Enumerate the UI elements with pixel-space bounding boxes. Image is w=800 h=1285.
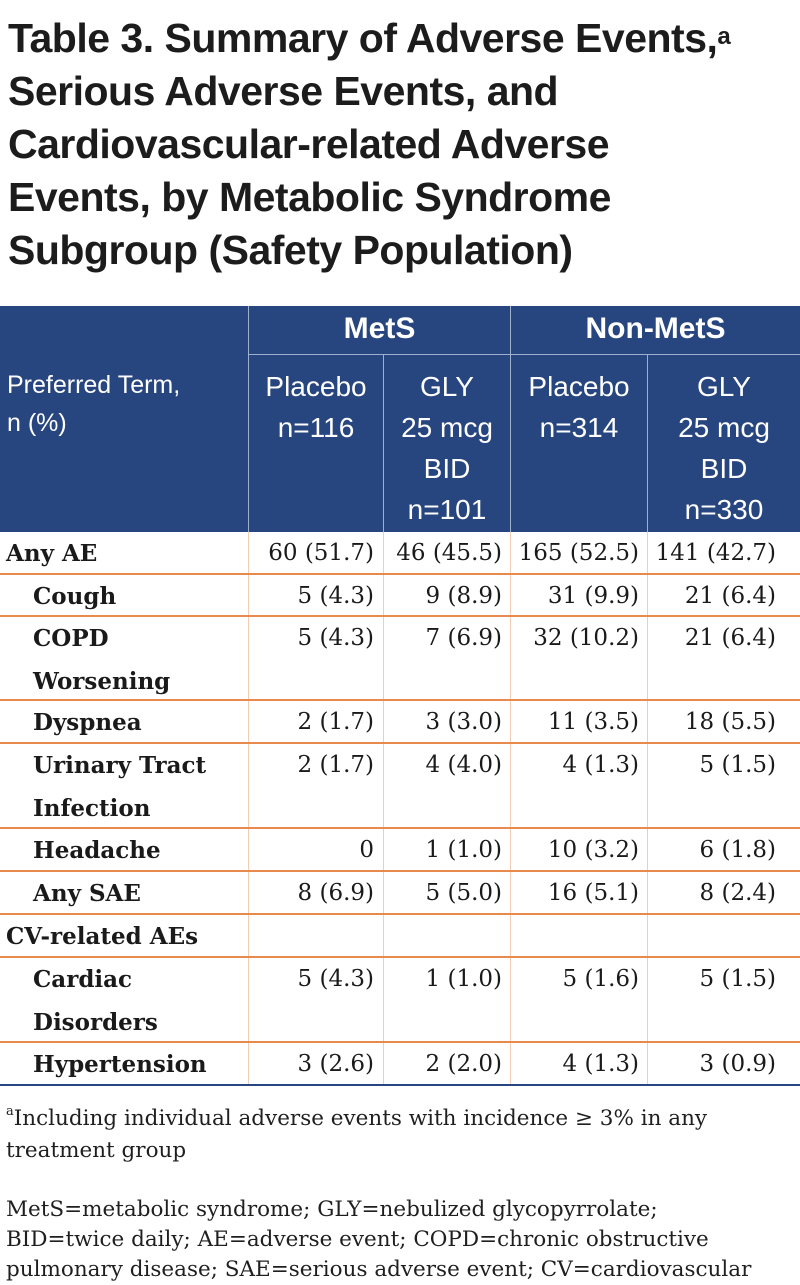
preferred-term-header: Preferred Term, n (%) bbox=[7, 371, 181, 437]
table-row: Any SAE 8 (6.9) 5 (5.0) 16 (5.1) 8 (2.4) bbox=[0, 872, 800, 915]
cell-value: 5 (5.0) bbox=[425, 880, 502, 906]
cell-value: 4 (4.0) bbox=[425, 752, 502, 778]
cell-value: 18 (5.5) bbox=[684, 709, 776, 735]
arm-header-mets-gly: GLY 25 mcg BID n=101 bbox=[401, 371, 493, 525]
table-row: Headache 0 1 (1.0) 10 (3.2) 6 (1.8) bbox=[0, 829, 800, 872]
column-divider bbox=[647, 354, 648, 532]
table-notes: aIncluding individual adverse events wit… bbox=[6, 1098, 796, 1285]
cell-value: 2 (1.7) bbox=[297, 752, 374, 778]
cell-value: 11 (3.5) bbox=[547, 709, 639, 735]
table-row: Dyspnea 2 (1.7) 3 (3.0) 11 (3.5) 18 (5.5… bbox=[0, 701, 800, 744]
title-footnote-marker: a bbox=[717, 23, 731, 50]
table-row: Urinary Tract Infection 2 (1.7) 4 (4.0) 4… bbox=[0, 744, 800, 829]
cell-value: 9 (8.9) bbox=[425, 583, 502, 609]
row-label: Urinary Tract Infection bbox=[33, 752, 207, 822]
cell-value: 6 (1.8) bbox=[699, 837, 776, 863]
cell-value: 5 (4.3) bbox=[297, 966, 374, 992]
cell-value: 21 (6.4) bbox=[684, 625, 776, 651]
row-label: Any AE bbox=[6, 540, 98, 567]
column-divider bbox=[510, 306, 511, 532]
row-label: Headache bbox=[33, 837, 161, 864]
cell-value: 7 (6.9) bbox=[425, 625, 502, 651]
cell-value: 16 (5.1) bbox=[547, 880, 639, 906]
cell-value: 3 (2.6) bbox=[297, 1051, 374, 1077]
group-header-mets: MetS bbox=[343, 312, 416, 345]
title-line: Cardiovascular-related Adverse bbox=[8, 121, 610, 167]
cell-value: 21 (6.4) bbox=[684, 583, 776, 609]
cell-value: 165 (52.5) bbox=[518, 540, 639, 566]
cell-value: 31 (9.9) bbox=[547, 583, 639, 609]
arm-header-non-mets-gly: GLY 25 mcg BID n=330 bbox=[678, 371, 770, 525]
cell-value: 32 (10.2) bbox=[533, 625, 639, 651]
cell-value: 5 (1.5) bbox=[699, 966, 776, 992]
cell-value: 141 (42.7) bbox=[655, 540, 776, 566]
title-line: Subgroup (Safety Population) bbox=[8, 227, 573, 273]
table-row: Cardiac Disorders 5 (4.3) 1 (1.0) 5 (1.6)… bbox=[0, 958, 800, 1043]
adverse-events-table: MetS Non-MetS Preferred Term, n (%) Plac… bbox=[0, 306, 800, 1086]
table-row: Cough 5 (4.3) 9 (8.9) 31 (9.9) 21 (6.4) bbox=[0, 575, 800, 617]
cell-value: 5 (1.6) bbox=[562, 966, 639, 992]
row-label: Cardiac Disorders bbox=[33, 966, 158, 1036]
cell-value: 8 (6.9) bbox=[297, 880, 374, 906]
table-header: MetS Non-MetS Preferred Term, n (%) Plac… bbox=[0, 306, 800, 532]
column-divider bbox=[383, 354, 384, 532]
arm-header-mets-placebo: Placebo n=116 bbox=[265, 371, 367, 443]
column-divider bbox=[248, 306, 249, 532]
cell-value: 3 (0.9) bbox=[699, 1051, 776, 1077]
cell-value: 46 (45.5) bbox=[396, 540, 502, 566]
group-header-non-mets: Non-MetS bbox=[585, 312, 726, 345]
cell-value: 5 (4.3) bbox=[297, 625, 374, 651]
abbreviations: MetS=metabolic syndrome; GLY=nebulized g… bbox=[6, 1197, 752, 1283]
cell-value: 2 (2.0) bbox=[425, 1051, 502, 1077]
header-divider bbox=[249, 354, 800, 355]
row-label: CV-related AEs bbox=[6, 923, 199, 950]
row-label: Hypertension bbox=[33, 1051, 207, 1078]
table-title: Table 3. Summary of Adverse Events,a Ser… bbox=[8, 12, 793, 277]
title-line: Table 3. Summary of Adverse Events,a bbox=[8, 15, 731, 61]
cell-value: 5 (4.3) bbox=[297, 583, 374, 609]
table-row: Hypertension 3 (2.6) 2 (2.0) 4 (1.3) 3 (… bbox=[0, 1043, 800, 1086]
cell-value: 1 (1.0) bbox=[425, 966, 502, 992]
cell-value: 10 (3.2) bbox=[547, 837, 639, 863]
table-row: Any AE 60 (51.7) 46 (45.5) 165 (52.5) 14… bbox=[0, 532, 800, 575]
cell-value: 0 bbox=[359, 837, 374, 863]
row-label: Dyspnea bbox=[33, 709, 142, 736]
row-label: Any SAE bbox=[33, 880, 141, 907]
row-label: COPD Worsening bbox=[33, 625, 171, 695]
row-label: Cough bbox=[33, 583, 117, 610]
table-row: CV-related AEs bbox=[0, 915, 800, 958]
cell-value: 4 (1.3) bbox=[562, 752, 639, 778]
footnote: aIncluding individual adverse events wit… bbox=[6, 1104, 708, 1164]
cell-value: 60 (51.7) bbox=[268, 540, 374, 566]
title-line: Events, by Metabolic Syndrome bbox=[8, 174, 611, 220]
footnote-marker: a bbox=[6, 1104, 14, 1119]
cell-value: 2 (1.7) bbox=[297, 709, 374, 735]
table-row: COPD Worsening 5 (4.3) 7 (6.9) 32 (10.2) … bbox=[0, 617, 800, 701]
cell-value: 3 (3.0) bbox=[425, 709, 502, 735]
cell-value: 1 (1.0) bbox=[425, 837, 502, 863]
cell-value: 8 (2.4) bbox=[699, 880, 776, 906]
arm-header-non-mets-placebo: Placebo n=314 bbox=[528, 371, 630, 443]
cell-value: 4 (1.3) bbox=[562, 1051, 639, 1077]
title-line: Serious Adverse Events, and bbox=[8, 68, 559, 114]
cell-value: 5 (1.5) bbox=[699, 752, 776, 778]
